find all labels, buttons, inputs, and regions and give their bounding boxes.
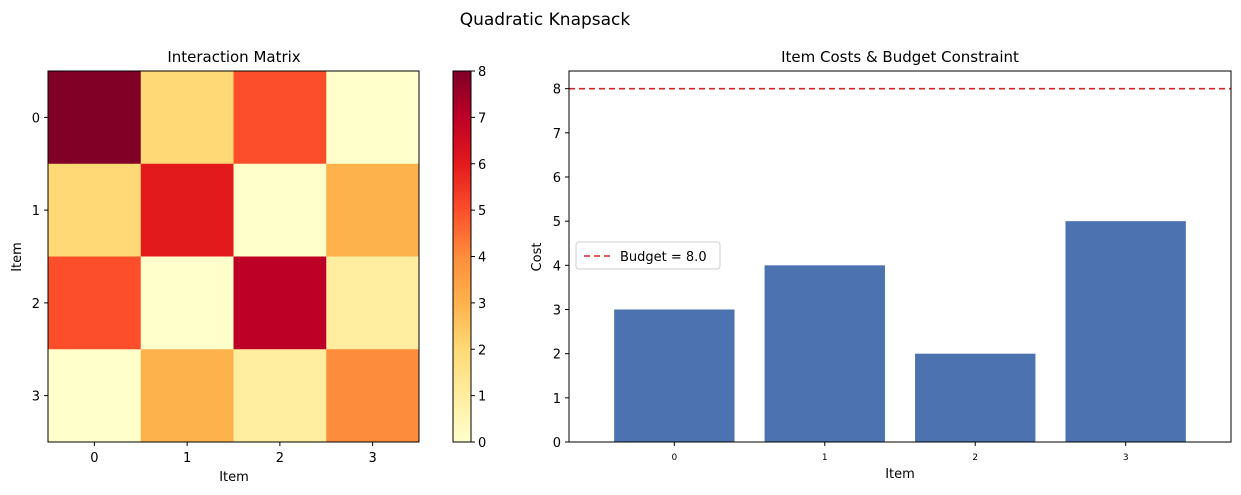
heatmap-y-tick-label: 3 [32, 390, 40, 405]
heatmap-x-ticks: 0 1 2 3 [90, 442, 377, 466]
legend-box [575, 241, 721, 270]
bar [1065, 221, 1186, 442]
heatmap-y-tick-label: 1 [32, 204, 40, 219]
heatmap-cell [140, 71, 234, 165]
bar-y-ticks: 0 1 2 3 4 5 6 7 8 [553, 83, 569, 451]
heatmap-cell [48, 349, 142, 443]
bar [764, 265, 885, 442]
heatmap-cell [48, 71, 142, 165]
heatmap-cell [140, 349, 234, 443]
bar-y-tick-label: 1 [553, 392, 561, 407]
heatmap-cell [140, 256, 234, 350]
heatmap-panel: Interaction Matrix 0 1 2 3 0 1 2 3 Item Item [10, 48, 420, 485]
bar-y-tick-label: 5 [553, 215, 561, 230]
bar [915, 353, 1036, 442]
bar-x-axis-label: Item [885, 467, 915, 482]
heatmap-cell [48, 256, 142, 350]
colorbar-tick-label: 2 [478, 343, 486, 358]
colorbar-gradient [452, 70, 472, 443]
colorbar: 0 1 2 3 4 5 6 7 8 [452, 65, 486, 451]
heatmap-cell [326, 349, 420, 443]
bar-panel: Item Costs & Budget Constraint 0 1 2 3 4 5 6 7 8… [530, 48, 1232, 482]
bar-y-tick-label: 2 [553, 348, 561, 363]
legend-label: Budget = 8.0 [620, 250, 707, 265]
heatmap-cell [233, 256, 327, 350]
colorbar-tick-label: 0 [478, 436, 486, 451]
colorbar-tick-label: 1 [478, 390, 486, 405]
heatmap-y-ticks: 0 1 2 3 [32, 111, 48, 405]
bar-y-tick-label: 4 [553, 259, 561, 274]
heatmap-x-tick-label: 1 [183, 451, 191, 466]
heatmap-cell [326, 256, 420, 350]
colorbar-tick-label: 7 [478, 111, 486, 126]
colorbar-tick-label: 5 [478, 204, 486, 219]
heatmap-cell [326, 71, 420, 165]
heatmap-cell [326, 163, 420, 257]
colorbar-tick-label: 8 [478, 65, 486, 80]
heatmap-cell [233, 349, 327, 443]
bar-x-tick-label: 3 [1123, 453, 1129, 463]
bar-chart-title: Item Costs & Budget Constraint [781, 48, 1019, 66]
legend: Budget = 8.0 [575, 241, 721, 270]
bar-y-tick-label: 0 [553, 436, 561, 451]
heatmap-cell [233, 163, 327, 257]
heatmap-y-tick-label: 0 [32, 111, 40, 126]
bar-y-tick-label: 7 [553, 127, 561, 142]
bar-x-tick-label: 2 [972, 453, 978, 463]
colorbar-tick-label: 4 [478, 251, 486, 266]
heatmap-cell [233, 71, 327, 165]
colorbar-tick-label: 3 [478, 297, 486, 312]
figure-suptitle: Quadratic Knapsack [460, 10, 631, 30]
heatmap-title: Interaction Matrix [167, 48, 300, 66]
heatmap-x-axis-label: Item [219, 470, 249, 485]
bar-x-tick-label: 1 [822, 453, 828, 463]
heatmap-cell [140, 163, 234, 257]
heatmap-cells [47, 70, 420, 443]
heatmap-x-tick-label: 3 [368, 451, 376, 466]
bar-y-axis-label: Cost [530, 243, 545, 272]
heatmap-x-tick-label: 0 [90, 451, 98, 466]
colorbar-tick-label: 6 [478, 158, 486, 173]
bar-y-tick-label: 3 [553, 304, 561, 319]
colorbar-ticks: 0 1 2 3 4 5 6 7 8 [471, 65, 486, 451]
bar [614, 309, 735, 442]
bar-axes-frame [568, 70, 1232, 443]
bar-y-tick-label: 8 [553, 83, 561, 98]
heatmap-x-tick-label: 2 [276, 451, 284, 466]
heatmap-frame [47, 70, 420, 443]
bar-x-tick-label: 0 [671, 453, 677, 463]
heatmap-y-axis-label: Item [10, 242, 25, 272]
heatmap-cell [48, 163, 142, 257]
bars [614, 221, 1186, 442]
bar-y-tick-label: 6 [553, 171, 561, 186]
heatmap-y-tick-label: 2 [32, 297, 40, 312]
bar-x-ticks: 0 1 2 3 [671, 442, 1129, 463]
